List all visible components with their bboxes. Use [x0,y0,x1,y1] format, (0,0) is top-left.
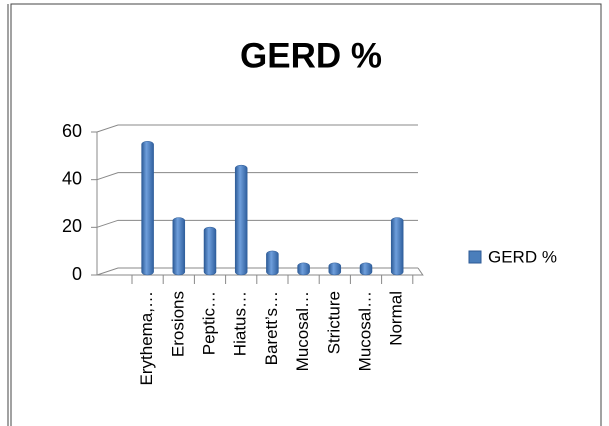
bar [266,250,279,276]
y-tick-label: 0 [72,264,82,284]
chart-title: GERD % [240,36,382,75]
y-tick-label: 40 [62,168,82,188]
y-tick-label: 20 [62,216,82,236]
bar [359,262,373,276]
x-tick-label: Mucosal… [355,291,374,371]
bar [172,217,186,276]
bar [297,262,310,276]
border [10,3,602,426]
x-tick-label: Mucosal… [293,291,312,371]
x-tick-label: Peptic… [199,291,218,355]
x-tick-label: Normal [387,291,406,346]
legend-swatch [468,250,482,264]
x-tick-label: Hiatus… [231,291,250,356]
x-tick-label: Erosions [168,291,187,357]
grid-line [96,267,418,276]
bar [234,164,248,276]
bar [390,217,404,276]
bar [141,141,154,276]
x-tick-label: Erythema,… [137,291,156,385]
y-tick-label: 60 [62,121,82,141]
bar [328,262,342,276]
bar [203,226,217,276]
floor [97,267,424,276]
grid-line [96,219,418,228]
x-tick-label: Stricture [324,291,343,354]
grid-line [96,172,418,181]
x-tick-label: Barett’s… [262,291,281,365]
legend-label: GERD % [488,247,557,266]
grid-line [96,124,418,133]
